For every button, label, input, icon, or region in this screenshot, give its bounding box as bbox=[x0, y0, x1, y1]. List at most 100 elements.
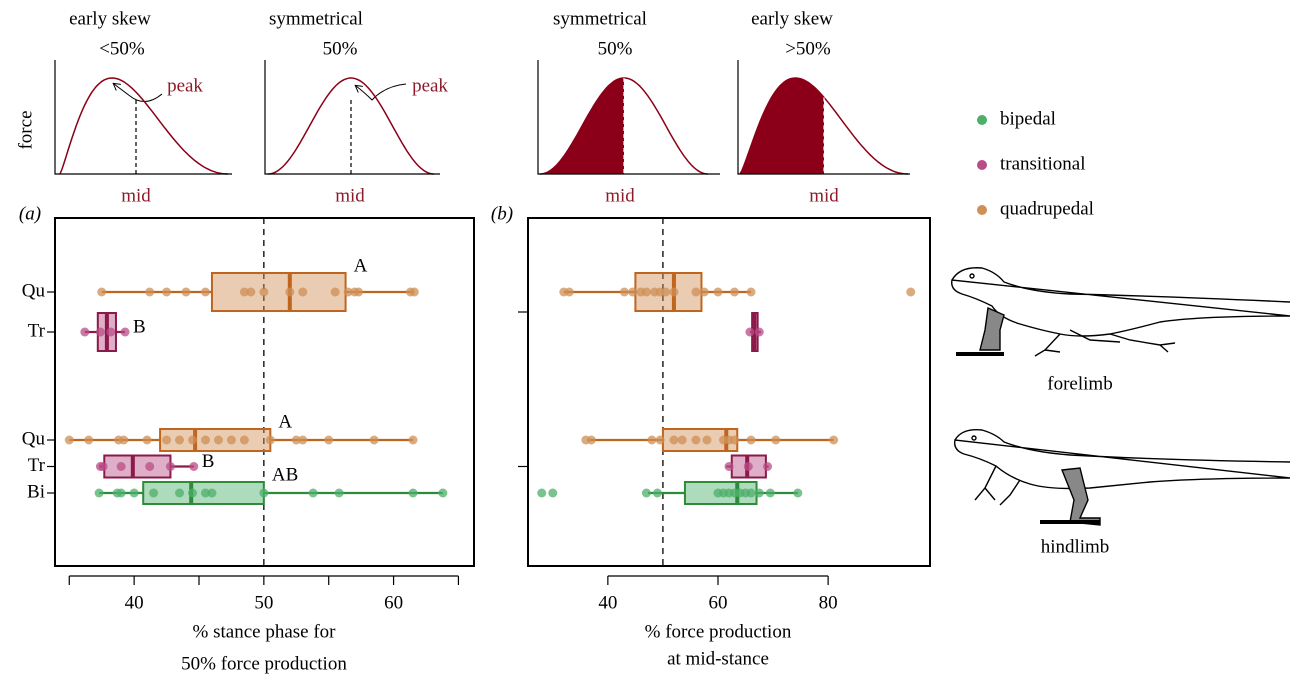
legend-marker bbox=[977, 205, 987, 215]
data-point bbox=[106, 328, 115, 337]
schematic-subtitle: >50% bbox=[785, 38, 831, 59]
data-point bbox=[117, 462, 126, 471]
data-point bbox=[259, 489, 268, 498]
data-point bbox=[309, 489, 318, 498]
x-tick-label: 80 bbox=[819, 592, 838, 613]
data-point bbox=[95, 489, 104, 498]
box bbox=[212, 273, 346, 311]
data-point bbox=[678, 436, 687, 445]
data-point bbox=[130, 489, 139, 498]
data-point bbox=[162, 436, 171, 445]
x-tick-label: 40 bbox=[598, 592, 617, 613]
data-point bbox=[246, 288, 255, 297]
data-point bbox=[119, 436, 128, 445]
legend-label: quadrupedal bbox=[1000, 198, 1094, 219]
data-point bbox=[766, 489, 775, 498]
x-tick-label: 50 bbox=[254, 592, 273, 613]
data-point bbox=[80, 328, 89, 337]
data-point bbox=[755, 489, 764, 498]
data-point bbox=[207, 489, 216, 498]
data-point bbox=[285, 288, 294, 297]
data-point bbox=[620, 288, 629, 297]
arrow bbox=[114, 84, 162, 102]
x-tick-label: 40 bbox=[125, 592, 144, 613]
limb-label: forelimb bbox=[1047, 373, 1112, 394]
x-tick-label: 60 bbox=[708, 592, 727, 613]
schematic-axes bbox=[55, 60, 232, 174]
data-point bbox=[763, 462, 772, 471]
data-point bbox=[143, 436, 152, 445]
group-letter: A bbox=[354, 255, 368, 276]
panel-label: (a) bbox=[19, 203, 41, 224]
page: early skew <50% peak mid force symmetric… bbox=[0, 0, 1290, 680]
panel-label: (b) bbox=[491, 203, 513, 224]
data-point bbox=[730, 288, 739, 297]
data-point bbox=[702, 436, 711, 445]
data-point bbox=[182, 288, 191, 297]
legend-label: transitional bbox=[1000, 153, 1085, 174]
data-point bbox=[201, 288, 210, 297]
data-point bbox=[656, 436, 665, 445]
x-axis-title: 50% force production bbox=[181, 653, 347, 674]
data-point bbox=[829, 436, 838, 445]
data-point bbox=[335, 489, 344, 498]
peak-label: peak bbox=[167, 75, 203, 96]
data-point bbox=[354, 288, 363, 297]
data-point bbox=[725, 462, 734, 471]
data-point bbox=[298, 288, 307, 297]
data-point bbox=[166, 462, 175, 471]
figure: early skew <50% peak mid force symmetric… bbox=[0, 0, 1290, 680]
data-point bbox=[906, 288, 915, 297]
mid-label: mid bbox=[335, 185, 365, 206]
data-point bbox=[201, 436, 210, 445]
data-point bbox=[98, 462, 107, 471]
x-axis-title: at mid-stance bbox=[667, 648, 769, 669]
data-point bbox=[642, 489, 651, 498]
data-point bbox=[145, 462, 154, 471]
plot-frame bbox=[528, 218, 930, 566]
schematic-fill bbox=[740, 78, 824, 174]
arrow bbox=[356, 84, 406, 100]
data-point bbox=[669, 288, 678, 297]
data-point bbox=[661, 288, 670, 297]
data-point bbox=[121, 328, 130, 337]
data-point bbox=[298, 436, 307, 445]
peak-label: peak bbox=[412, 75, 448, 96]
data-point bbox=[214, 436, 223, 445]
mid-label: mid bbox=[121, 185, 151, 206]
data-point bbox=[259, 288, 268, 297]
data-point bbox=[189, 462, 198, 471]
data-point bbox=[117, 489, 126, 498]
data-point bbox=[691, 288, 700, 297]
data-point bbox=[730, 436, 739, 445]
limb-label: hindlimb bbox=[1041, 536, 1110, 557]
data-point bbox=[713, 288, 722, 297]
data-point bbox=[410, 288, 419, 297]
data-point bbox=[97, 288, 106, 297]
data-point bbox=[175, 489, 184, 498]
legend-marker bbox=[977, 160, 987, 170]
data-point bbox=[548, 489, 557, 498]
data-point bbox=[771, 436, 780, 445]
schematic-title: early skew bbox=[751, 8, 833, 29]
schematic-title: symmetrical bbox=[553, 8, 647, 29]
data-point bbox=[240, 436, 249, 445]
data-point bbox=[84, 436, 93, 445]
y-tick-label: Tr bbox=[28, 455, 46, 476]
data-point bbox=[647, 436, 656, 445]
force-label: force bbox=[15, 110, 36, 149]
schematic-subtitle: <50% bbox=[99, 38, 145, 59]
y-tick-label: Qu bbox=[22, 280, 46, 301]
data-point bbox=[755, 328, 764, 337]
data-point bbox=[175, 436, 184, 445]
data-point bbox=[565, 288, 574, 297]
legend-label: bipedal bbox=[1000, 108, 1056, 129]
data-point bbox=[745, 328, 754, 337]
schematic-subtitle: 50% bbox=[598, 38, 633, 59]
data-point bbox=[642, 288, 651, 297]
plot-frame bbox=[55, 218, 474, 566]
data-point bbox=[145, 288, 154, 297]
x-tick-label: 60 bbox=[384, 592, 403, 613]
data-point bbox=[409, 489, 418, 498]
group-letter: AB bbox=[272, 464, 298, 485]
